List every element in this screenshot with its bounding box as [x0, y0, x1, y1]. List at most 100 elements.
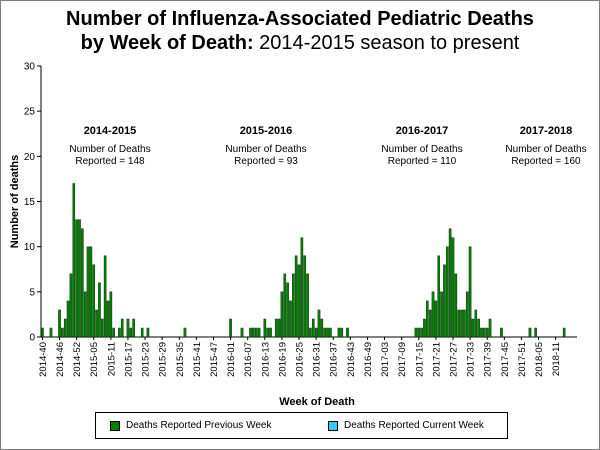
bar-previous: [49, 327, 53, 338]
chart-plot: 0 5 10 15 20 25 30 Number of deaths Week of Deat…: [9, 62, 587, 409]
bar-previous: [240, 327, 244, 338]
season-label: 2016-2017: [396, 125, 449, 137]
bar-previous: [78, 219, 81, 338]
bar-previous: [423, 318, 426, 338]
season-label: 2015-2016: [240, 125, 293, 137]
bar-previous: [266, 327, 269, 338]
y-tick-label: 15: [24, 197, 36, 208]
bar-previous: [303, 255, 307, 338]
x-tick-label: 2016-43: [346, 342, 357, 377]
bar-previous: [72, 183, 76, 338]
bar-previous: [277, 318, 281, 338]
x-tick-label: 2018-05: [534, 342, 545, 377]
bar-previous: [326, 327, 329, 338]
y-tick-label: 25: [24, 107, 36, 118]
y-tick-label: 30: [24, 62, 36, 73]
bar-previous: [95, 309, 98, 338]
season-note-line2: Reported = 93: [234, 156, 298, 167]
x-tick-label: 2017-33: [466, 342, 477, 377]
bar-previous: [420, 327, 423, 338]
x-tick-label: 2014-52: [72, 342, 83, 377]
bar-previous: [140, 327, 144, 338]
season-note-line2: Reported = 160: [511, 156, 581, 167]
bar-previous: [249, 327, 252, 338]
bar-previous: [75, 219, 78, 338]
x-tick-label: 2015-41: [192, 342, 203, 377]
x-tick-label: 2016-13: [260, 342, 271, 377]
bar-previous: [92, 264, 96, 338]
bar-previous: [109, 291, 113, 338]
chart-title: Number of Influenza-Associated Pediatric…: [66, 8, 534, 30]
bar-previous: [314, 327, 318, 338]
chart-subtitle-bold: by Week of Death:: [80, 32, 254, 54]
bar-previous: [229, 318, 232, 338]
x-tick-label: 2016-01: [226, 342, 237, 377]
season-note-line1: Number of Deaths: [505, 144, 586, 155]
bar-previous: [474, 309, 478, 338]
bar-previous: [286, 282, 289, 338]
y-axis-label: Number of deaths: [9, 155, 21, 249]
x-tick-label: 2017-51: [517, 342, 528, 377]
season-note-line1: Number of Deaths: [381, 144, 462, 155]
x-tick-label: 2016-19: [277, 342, 288, 377]
bar-previous: [485, 327, 489, 338]
bar-previous: [254, 327, 258, 338]
bar-previous: [183, 327, 187, 338]
bar-previous: [294, 255, 298, 338]
legend-swatch-previous: [110, 420, 120, 431]
season-note-line1: Number of Deaths: [69, 144, 150, 155]
bar-previous: [468, 246, 472, 338]
bar-previous: [477, 318, 480, 338]
bar-previous: [66, 300, 70, 338]
x-tick-label: 2016-25: [295, 342, 306, 377]
season-note-line2: Reported = 110: [388, 156, 457, 167]
y-tick-label: 0: [29, 333, 35, 344]
legend-item-current: Deaths Reported Current Week: [328, 420, 484, 431]
bar-previous: [488, 318, 492, 338]
bar-previous: [101, 318, 104, 338]
bar-previous: [434, 300, 438, 338]
bar-previous: [257, 327, 261, 338]
bar-previous: [69, 273, 73, 338]
bar-previous: [41, 327, 44, 338]
season-label: 2014-2015: [84, 125, 137, 137]
x-tick-label: 2015-17: [123, 342, 134, 377]
bar-previous: [457, 309, 460, 338]
bar-previous: [562, 327, 566, 338]
bar-previous: [63, 318, 67, 338]
bar-previous: [417, 327, 421, 338]
bar-previous: [146, 327, 150, 338]
bar-previous: [98, 282, 101, 338]
bar-previous: [337, 327, 341, 338]
bar-previous: [443, 264, 446, 338]
legend-swatch-current: [328, 420, 338, 431]
bar-previous: [440, 291, 443, 338]
bar-previous: [463, 309, 466, 338]
x-tick-label: 2017-27: [448, 342, 459, 377]
chart-subtitle-rest: 2014-2015 season to present: [259, 32, 520, 54]
x-tick-label: 2017-09: [397, 342, 408, 377]
bar-previous: [445, 246, 449, 338]
bar-previous: [132, 318, 135, 338]
bar-previous: [112, 327, 115, 338]
bar-previous: [428, 309, 432, 338]
bar-previous: [414, 327, 418, 338]
x-tick-label: 2017-03: [380, 342, 391, 377]
bar-previous: [89, 246, 93, 338]
bar-previous: [471, 318, 475, 338]
bar-previous: [309, 327, 312, 338]
bar-previous: [274, 318, 278, 338]
x-tick-label: 2018-11: [551, 342, 562, 376]
bar-previous: [528, 327, 532, 338]
bar-previous: [500, 327, 503, 338]
bar-previous: [283, 273, 287, 338]
bar-previous: [534, 327, 537, 338]
bar-previous: [252, 327, 255, 338]
season-label: 2017-2018: [520, 125, 573, 137]
bar-previous: [465, 291, 469, 338]
bar-previous: [300, 237, 304, 338]
bar-previous: [306, 273, 309, 338]
bar-previous: [83, 291, 87, 338]
bar-previous: [263, 318, 267, 338]
bar-previous: [86, 246, 90, 338]
